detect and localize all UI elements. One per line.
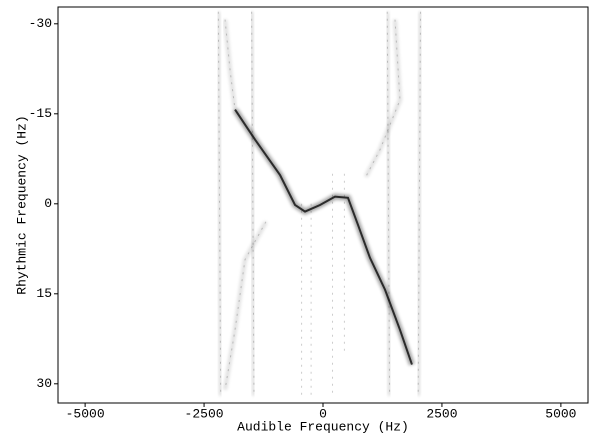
y-tick-label: 15 — [36, 286, 52, 301]
heatmap — [216, 11, 423, 396]
ridge-glow — [216, 11, 223, 396]
ridge-glow — [385, 11, 392, 396]
ridge — [224, 19, 236, 110]
y-tick-label: 0 — [44, 196, 52, 211]
ridge-glow — [223, 19, 238, 110]
x-tick-label: 0 — [319, 406, 327, 421]
x-tick-label: 5000 — [545, 406, 576, 421]
y-axis-label: Rhythmic Frequency (Hz) — [14, 115, 29, 294]
ridge — [217, 11, 222, 396]
ridge — [234, 109, 413, 365]
y-tick-label: -15 — [29, 106, 52, 121]
ridge — [224, 221, 267, 390]
y-tick-label: -30 — [29, 16, 52, 31]
ridge — [251, 11, 255, 396]
y-tick-label: 30 — [36, 376, 52, 391]
ridge-glow — [364, 19, 403, 178]
ridge-glow — [249, 11, 257, 396]
ridge-glow — [223, 220, 268, 391]
ridge — [417, 11, 422, 396]
ridge-glow — [416, 11, 423, 396]
x-axis-label: Audible Frequency (Hz) — [237, 419, 409, 434]
x-tick-label: -2500 — [185, 406, 224, 421]
ridge — [386, 11, 391, 396]
x-tick-label: -5000 — [66, 406, 105, 421]
x-tick-label: 2500 — [426, 406, 457, 421]
